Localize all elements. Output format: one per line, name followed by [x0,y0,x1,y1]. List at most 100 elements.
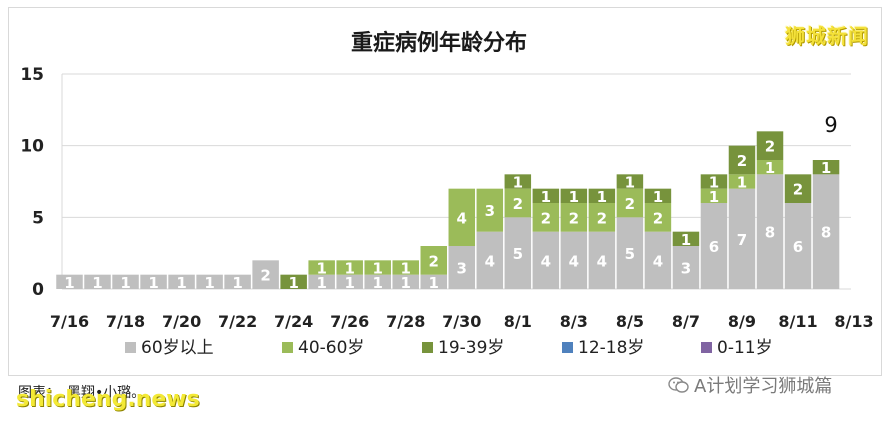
data-label: 2 [625,195,635,213]
data-label: 5 [513,245,523,263]
bar-segment [784,203,812,289]
bar-segment [588,203,616,232]
data-label: 1 [681,231,691,249]
bar-segment [644,231,672,289]
data-label: 1 [709,174,719,192]
data-label: 3 [485,202,495,220]
bar-segment [392,274,419,289]
x-tick-label: 7/26 [330,312,369,331]
bar-segment [504,174,532,189]
y-tick-label: 10 [20,137,44,157]
x-tick-label: 8/1 [504,312,532,331]
x-tick-label: 7/16 [50,312,89,331]
data-label: 1 [64,274,74,292]
bar-segment [812,174,840,289]
x-tick-label: 8/5 [616,312,644,331]
data-label: 1 [541,188,551,206]
bar-segment [308,260,335,275]
bar-segment [392,260,419,275]
bar-segment [588,188,616,203]
bar-segment [336,260,363,275]
chart-title: 重症病例年龄分布 [351,30,527,56]
data-label: 1 [316,274,326,292]
legend-swatch [125,342,136,353]
data-label: 8 [765,224,775,242]
bar-segment [560,188,588,203]
x-tick-label: 7/24 [274,312,313,331]
data-label: 1 [148,274,158,292]
legend-label: 12-18岁 [578,338,644,358]
data-label: 1 [765,159,775,177]
x-tick-label: 8/9 [728,312,756,331]
bar-segment [644,188,672,203]
bar-segment [756,131,784,160]
data-label: 1 [120,274,130,292]
legend-label: 60岁以上 [141,338,214,358]
peak-annotation: 9 [824,113,837,137]
bar-segment [476,231,504,289]
data-label: 1 [401,274,411,292]
account-watermark: A计划学习狮城篇 [668,372,832,398]
x-tick-label: 8/7 [672,312,700,331]
data-label: 4 [541,252,551,270]
legend-label: 0-11岁 [717,338,773,358]
bar-segment [532,188,560,203]
data-label: 1 [401,260,411,278]
bar-segment [196,274,223,289]
bar-segment [420,274,448,289]
data-label: 1 [513,174,523,192]
bar-segment [672,231,700,246]
bar-segment [364,274,391,289]
data-label: 1 [92,274,102,292]
data-label: 1 [429,274,439,292]
bar-segment [280,274,307,289]
data-label: 1 [316,260,326,278]
bar-segment [588,231,616,289]
data-label: 1 [569,188,579,206]
data-label: 4 [653,252,663,270]
x-tick-label: 8/11 [778,312,817,331]
data-label: 3 [457,260,467,278]
data-label: 1 [232,274,242,292]
bar-segment [532,231,560,289]
bar-segment [420,246,448,275]
data-label: 4 [597,252,607,270]
data-label: 4 [569,252,579,270]
data-label: 2 [793,181,803,199]
data-label: 1 [737,174,747,192]
bar-segment [140,274,167,289]
x-tick-label: 8/13 [834,312,873,331]
x-tick-label: 8/3 [560,312,588,331]
bar-segment [812,160,840,175]
data-label: 2 [260,267,270,285]
bar-segment [560,231,588,289]
data-label: 3 [681,260,691,278]
bar-segment [532,203,560,232]
bar-segment [616,217,644,289]
bar-segment [308,274,335,289]
data-label: 6 [709,238,719,256]
data-label: 1 [344,274,354,292]
data-label: 5 [625,245,635,263]
bar-segment [784,174,812,203]
legend-swatch [562,342,573,353]
bar-segment [728,145,756,175]
brand-logo: 狮城新闻 [785,24,869,48]
data-label: 1 [597,188,607,206]
x-tick-label: 7/22 [218,312,257,331]
bar-segment [364,260,391,275]
data-label: 2 [541,209,551,227]
chart-credit: 图表： 黑翔•小璐。 [18,385,146,401]
bar-segment [672,246,700,289]
bar-segment [504,188,532,218]
bar-segment [224,274,251,289]
bar-segment [700,174,728,189]
data-label: 1 [373,274,383,292]
site-watermark: shicheng.news [16,387,200,412]
data-label: 2 [737,152,747,170]
wechat-icon [668,377,689,393]
data-label: 1 [176,274,186,292]
bar-segment [644,203,672,232]
bar-segment [476,188,504,232]
